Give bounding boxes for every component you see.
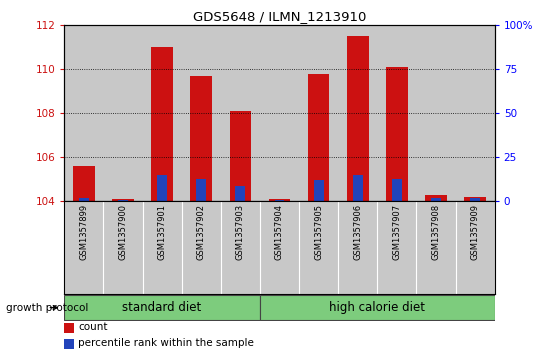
Bar — [377, 25, 416, 201]
Title: GDS5648 / ILMN_1213910: GDS5648 / ILMN_1213910 — [193, 10, 366, 23]
Text: GSM1357905: GSM1357905 — [314, 204, 323, 260]
Bar — [191, 76, 212, 201]
Text: GSM1357903: GSM1357903 — [236, 204, 245, 260]
Text: GSM1357900: GSM1357900 — [119, 204, 127, 260]
Text: GSM1357902: GSM1357902 — [197, 204, 206, 260]
Text: GSM1357906: GSM1357906 — [353, 204, 362, 260]
Bar — [182, 25, 221, 201]
Text: GSM1357907: GSM1357907 — [392, 204, 401, 260]
Bar — [470, 198, 480, 201]
Bar — [392, 179, 402, 201]
Bar — [230, 111, 251, 201]
Bar — [64, 25, 103, 201]
Text: high calorie diet: high calorie diet — [329, 301, 425, 314]
Bar — [112, 199, 134, 201]
Text: percentile rank within the sample: percentile rank within the sample — [78, 338, 254, 348]
Bar — [103, 25, 143, 201]
Bar — [64, 295, 260, 320]
Text: GSM1357904: GSM1357904 — [275, 204, 284, 260]
Bar — [456, 25, 495, 201]
Text: GSM1357899: GSM1357899 — [79, 204, 88, 260]
Bar — [465, 197, 486, 201]
Bar — [73, 166, 94, 201]
Bar — [314, 180, 324, 201]
Bar — [347, 36, 368, 201]
Bar — [235, 185, 245, 201]
Text: count: count — [78, 322, 108, 332]
Text: GSM1357908: GSM1357908 — [432, 204, 440, 260]
Bar — [416, 25, 456, 201]
Bar — [221, 25, 260, 201]
Bar — [431, 198, 441, 201]
Text: standard diet: standard diet — [122, 301, 202, 314]
Bar — [386, 67, 408, 201]
Bar — [157, 175, 167, 201]
Bar — [143, 25, 182, 201]
Bar — [299, 25, 338, 201]
Bar — [308, 74, 329, 201]
Bar — [79, 198, 89, 201]
Bar — [425, 195, 447, 201]
Bar — [269, 199, 290, 201]
Text: GSM1357909: GSM1357909 — [471, 204, 480, 260]
Bar — [353, 175, 363, 201]
Bar — [274, 200, 285, 201]
Bar — [260, 25, 299, 201]
Text: growth protocol: growth protocol — [6, 303, 88, 313]
Bar — [260, 295, 495, 320]
Bar — [151, 48, 173, 201]
Bar — [338, 25, 377, 201]
Bar — [196, 179, 206, 201]
Text: GSM1357901: GSM1357901 — [158, 204, 167, 260]
Bar — [118, 200, 128, 201]
